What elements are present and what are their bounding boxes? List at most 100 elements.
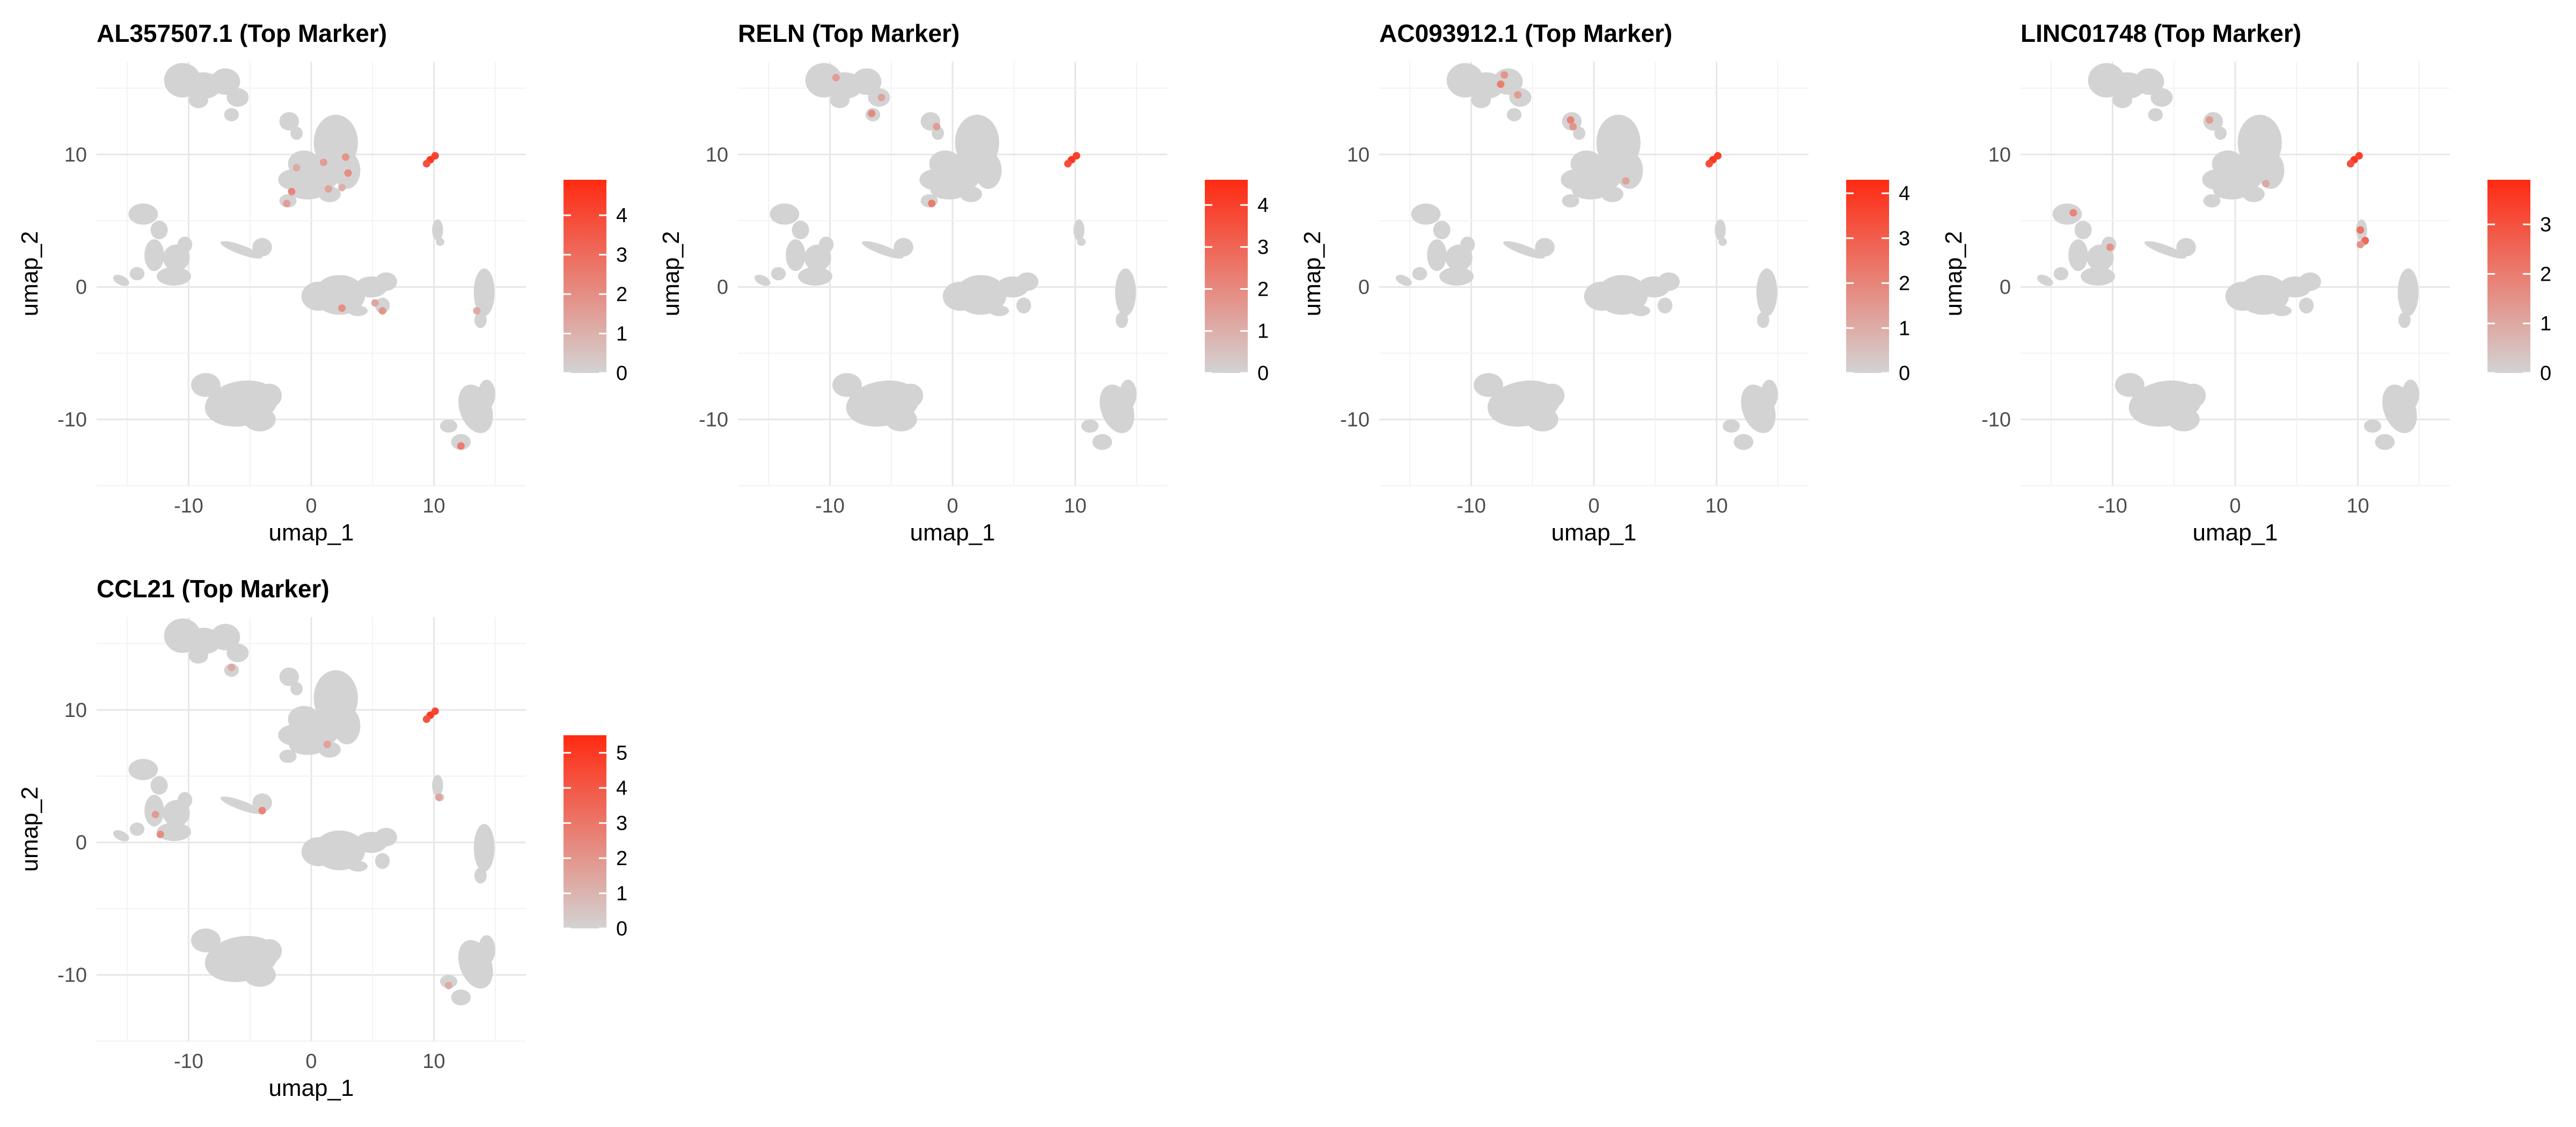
cell-cluster (210, 68, 240, 95)
cell-point (319, 158, 327, 166)
cell-cluster (210, 624, 240, 650)
color-legend: 3 2 1 0 (2487, 180, 2551, 385)
cell-cluster (188, 92, 209, 108)
cell-cluster (2242, 186, 2265, 202)
cell-cluster (2214, 126, 2227, 140)
cell-cluster (279, 112, 299, 131)
x-tick-label: 0 (305, 1050, 317, 1073)
cell-cluster (290, 126, 303, 140)
cell-cluster (333, 707, 361, 744)
cell-cluster (1077, 238, 1086, 246)
cell-cluster (144, 239, 164, 272)
cell-point (378, 307, 386, 315)
legend-tick-label: 0 (616, 918, 627, 940)
cell-cluster (2144, 241, 2186, 259)
cell-cluster (1540, 383, 1565, 408)
color-legend: 4 3 2 1 0 (1205, 180, 1269, 385)
cell-cluster (188, 647, 209, 664)
cell-cluster (1116, 312, 1128, 328)
y-tick-label: -10 (1340, 409, 1370, 431)
cell-cluster (2053, 267, 2069, 281)
cell-cluster (375, 297, 390, 314)
legend-tick-label: 3 (1899, 228, 1910, 250)
cell-point (338, 184, 346, 192)
panel-5: CCL21 (Top Marker)-10 0 10100-10umap_1umap… (17, 575, 627, 1101)
y-tick-label: 10 (64, 699, 87, 722)
cell-cluster (1657, 297, 1673, 314)
cell-cluster (1756, 268, 1777, 316)
cell-point (156, 830, 164, 838)
expressing-cells (151, 663, 452, 990)
legend-tick-label: 2 (616, 283, 627, 306)
cell-cluster (1474, 373, 1503, 397)
y-tick-label: 10 (706, 144, 728, 166)
x-axis-title: umap_1 (1551, 519, 1636, 546)
cell-cluster (478, 935, 495, 964)
cell-cluster (301, 837, 336, 867)
cell-point (431, 152, 439, 160)
cell-cluster (989, 305, 1009, 316)
y-tick-label: -10 (57, 964, 87, 987)
panel-title: AC093912.1 (Top Marker) (1379, 19, 1672, 47)
cell-point (1622, 177, 1630, 185)
cell-cluster (432, 219, 443, 241)
x-axis-title: umap_1 (2192, 519, 2278, 546)
x-tick-label: 0 (1588, 495, 1599, 517)
cell-cluster (157, 267, 191, 286)
y-tick-label: -10 (1981, 409, 2011, 431)
cell-cluster (432, 774, 443, 796)
y-axis-title: umap_2 (17, 231, 43, 316)
y-tick-label: -10 (57, 409, 87, 431)
cell-point (928, 200, 936, 208)
cell-cluster (440, 419, 457, 433)
cell-cluster (375, 272, 398, 291)
cell-point (1497, 80, 1505, 88)
x-axis-title: umap_1 (268, 519, 354, 546)
x-tick-label: 10 (1705, 495, 1728, 517)
cell-point (258, 807, 266, 815)
y-tick-label: 0 (1358, 276, 1370, 299)
cell-cluster (252, 238, 272, 257)
cell-cluster (975, 151, 1002, 189)
cell-cluster (798, 267, 832, 286)
cell-cluster (244, 407, 276, 431)
x-tick-label: 0 (947, 495, 958, 517)
color-bar (1846, 180, 1889, 373)
cell-point (325, 185, 332, 193)
cell-cluster (2402, 379, 2419, 409)
cell-point (151, 810, 159, 818)
legend-tick-label: 0 (616, 362, 627, 385)
panel-title: CCL21 (Top Marker) (97, 575, 330, 603)
cell-point (832, 74, 840, 82)
cell-cluster (244, 963, 276, 987)
cell-cluster (177, 236, 193, 253)
cell-cluster (2257, 151, 2285, 189)
cell-cluster (932, 126, 944, 140)
cell-cluster (224, 108, 239, 122)
cell-cluster (150, 221, 168, 239)
cell-cluster (348, 305, 368, 316)
cell-cluster (1073, 219, 1085, 241)
color-legend: 4 3 2 1 0 (1846, 180, 1910, 385)
y-tick-label: 0 (717, 276, 728, 299)
cell-point (292, 164, 301, 172)
cell-cluster (348, 861, 368, 872)
cell-cluster (2213, 181, 2250, 200)
cell-cluster (1571, 181, 1609, 200)
color-bar (2487, 180, 2530, 373)
cell-cluster (1439, 267, 1474, 286)
cell-cluster (301, 281, 336, 311)
cell-cluster (832, 373, 862, 397)
x-tick-label: 10 (2346, 495, 2369, 517)
panel-4: LINC01748 (Top Marker)-10 0 10100-10umap_1… (1941, 19, 2551, 546)
cell-cluster (1657, 272, 1680, 291)
panel-title: AL357507.1 (Top Marker) (97, 19, 387, 47)
y-tick-label: -10 (699, 409, 728, 431)
cell-cluster (960, 186, 982, 202)
cell-cluster (770, 203, 800, 225)
cell-cluster (257, 383, 282, 408)
cell-cluster (1092, 434, 1113, 450)
cell-cluster (786, 239, 806, 272)
cell-cluster (818, 236, 834, 253)
x-tick-label: 10 (1064, 495, 1086, 517)
